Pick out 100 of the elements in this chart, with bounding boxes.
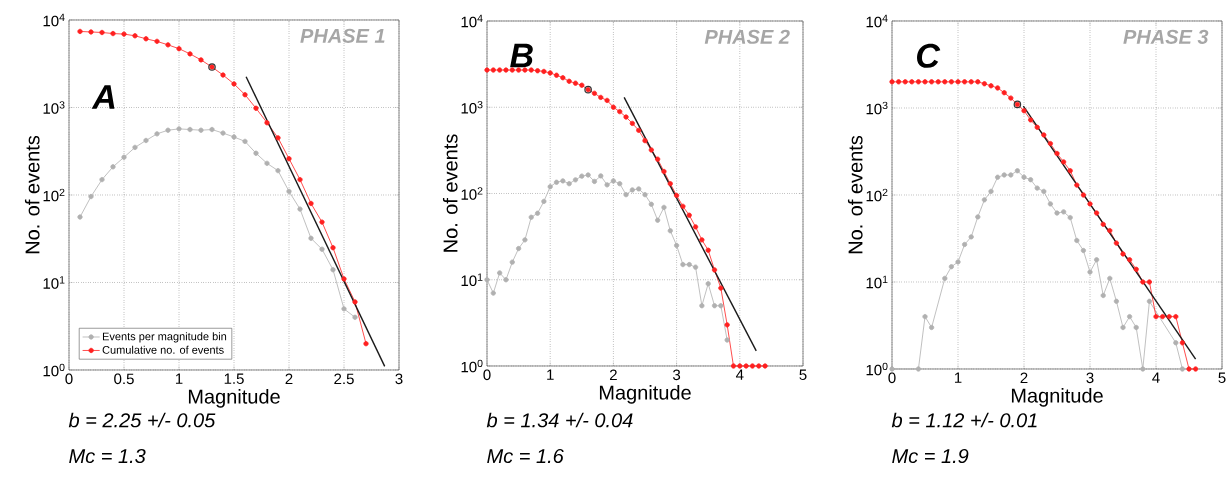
point [560, 75, 566, 81]
point [915, 366, 922, 372]
point [516, 245, 522, 252]
point [132, 144, 138, 150]
point [1028, 177, 1034, 183]
point [1173, 314, 1179, 320]
point [319, 219, 325, 225]
point [534, 210, 541, 216]
y-tick-label: 10$^{3}$ [866, 101, 888, 115]
point [915, 79, 922, 85]
point [743, 363, 749, 369]
legend-label: Cumulative no. of events [102, 345, 224, 354]
point [1087, 201, 1093, 207]
point [509, 259, 515, 265]
point [1140, 366, 1146, 372]
point [275, 168, 281, 174]
x-tick-label: 2.5 [334, 373, 354, 385]
x-tick-label: 3 [673, 369, 681, 381]
point [929, 324, 935, 331]
point [674, 242, 680, 249]
point [1120, 251, 1126, 257]
x-axis-title: Magnitude [599, 385, 691, 404]
point [352, 314, 358, 320]
point [286, 188, 292, 194]
point [1034, 124, 1040, 130]
point [686, 212, 692, 218]
point [330, 245, 336, 251]
point [341, 276, 347, 282]
point [955, 79, 961, 85]
point [1100, 221, 1106, 227]
point [705, 247, 711, 253]
point [1153, 314, 1159, 320]
point [253, 150, 259, 156]
point [948, 79, 955, 85]
point [121, 154, 127, 160]
point [655, 156, 661, 162]
point [1173, 340, 1179, 346]
point [680, 203, 686, 209]
x-axis-title: Magnitude [1011, 388, 1103, 407]
text: b = 1.12 +/- 0.01 [891, 412, 1037, 428]
x-tick-label: 4 [1152, 372, 1160, 383]
point [1014, 168, 1021, 174]
point [1120, 324, 1126, 331]
point [132, 33, 138, 39]
point [541, 68, 547, 75]
point [220, 72, 226, 78]
point [198, 127, 204, 133]
point [995, 174, 1001, 180]
point [1054, 210, 1060, 216]
point [1054, 150, 1060, 157]
point [604, 182, 610, 188]
chart-subtitle: PHASE 1 [300, 28, 385, 43]
point [187, 51, 193, 57]
point [610, 104, 617, 110]
point [242, 92, 248, 98]
x-tick-label: 3 [395, 373, 403, 385]
point [1094, 210, 1100, 216]
point [1001, 90, 1007, 96]
point [547, 70, 553, 76]
point [1146, 279, 1153, 285]
point [1107, 275, 1113, 281]
point [77, 214, 83, 220]
point [242, 138, 248, 144]
point [1047, 201, 1054, 207]
point [1193, 366, 1199, 372]
point [642, 192, 648, 198]
point [154, 131, 160, 137]
point [955, 259, 961, 265]
point [686, 261, 692, 268]
x-tick-label: 0 [483, 369, 491, 381]
point [1146, 298, 1153, 304]
text: b = 2.25 +/- 0.05 [68, 412, 216, 428]
point [572, 80, 579, 86]
x-tick-label: 0 [888, 372, 896, 384]
point [1186, 366, 1192, 372]
point [981, 197, 988, 203]
point [560, 178, 566, 184]
point [718, 303, 724, 309]
x-tick-label: 0.5 [114, 373, 134, 385]
point [648, 201, 654, 207]
point [308, 200, 314, 207]
point [497, 67, 503, 73]
y-tick-label: 10$^{2}$ [461, 187, 483, 200]
point [629, 120, 635, 126]
x-tick-label: 5 [799, 369, 807, 380]
point [528, 214, 534, 220]
point [286, 156, 292, 162]
point [636, 127, 642, 133]
point [1179, 366, 1186, 372]
y-tick-label: 10$^{0}$ [866, 362, 888, 376]
point [484, 67, 490, 73]
point [1074, 237, 1080, 244]
point [711, 303, 718, 309]
point [88, 193, 94, 200]
point [231, 134, 237, 140]
y-tick-label: 10$^{4}$ [43, 13, 65, 27]
point [154, 38, 160, 44]
point [699, 303, 705, 309]
point [636, 186, 642, 192]
point [1028, 117, 1034, 123]
